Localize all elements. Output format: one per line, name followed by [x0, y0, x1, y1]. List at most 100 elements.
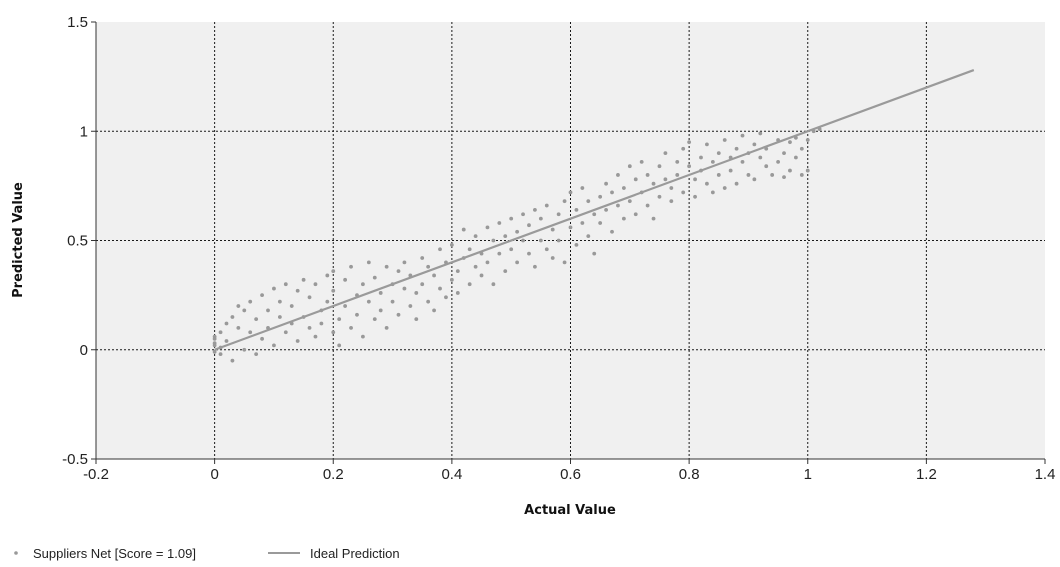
ideal-prediction-line — [214, 69, 975, 351]
x-tick-label: 0.8 — [679, 466, 700, 483]
scatter-point — [722, 138, 727, 142]
scatter-point — [491, 282, 496, 287]
x-tick-label: 1.2 — [916, 466, 937, 483]
scatter-point — [562, 260, 567, 265]
scatter-point — [669, 199, 674, 204]
scatter-point — [378, 308, 383, 313]
scatter-point — [414, 317, 419, 322]
scatter-point — [616, 203, 620, 208]
y-tick-label: 1 — [80, 123, 88, 140]
scatter-point — [746, 173, 751, 177]
scatter-point — [598, 221, 603, 225]
scatter-point — [556, 212, 561, 217]
scatter-point — [260, 293, 264, 298]
scatter-point — [562, 199, 567, 204]
scatter-point — [248, 330, 253, 335]
scatter-point — [752, 177, 757, 182]
scatter-point — [705, 181, 709, 186]
scatter-point — [313, 282, 318, 287]
scatter-point — [675, 159, 680, 164]
scatter-point — [734, 181, 739, 186]
scatter-point — [776, 159, 780, 164]
y-axis-title: Predicted Value — [11, 182, 26, 298]
scatter-point — [799, 173, 804, 177]
x-tick-label: -0.2 — [83, 466, 109, 483]
legend-label-scatter: Suppliers Net [Score = 1.09] — [33, 546, 196, 561]
scatter-point — [788, 140, 792, 145]
y-tick-label: 0.5 — [67, 233, 88, 250]
scatter-point — [361, 334, 365, 339]
scatter-point — [242, 347, 247, 352]
scatter-point — [366, 299, 371, 304]
scatter-point — [331, 269, 336, 273]
scatter-point — [473, 234, 478, 239]
scatter-point — [699, 155, 703, 160]
scatter-point — [657, 194, 662, 199]
scatter-point — [372, 317, 377, 322]
scatter-point — [521, 238, 525, 243]
scatter-point — [277, 299, 282, 304]
legend-label-line: Ideal Prediction — [310, 546, 400, 561]
scatter-point — [260, 336, 264, 341]
scatter-point — [325, 299, 330, 304]
scatter-point — [681, 190, 686, 195]
scatter-point — [764, 164, 769, 169]
scatter-point — [295, 288, 300, 293]
scatter-point — [337, 317, 342, 322]
scatter-point — [533, 264, 537, 269]
scatter-point — [675, 173, 680, 177]
scatter-point — [580, 186, 585, 190]
scatter-point — [224, 339, 229, 343]
scatter-point — [254, 352, 259, 357]
scatter-point — [479, 273, 484, 278]
scatter-point — [295, 339, 300, 343]
scatter-point — [438, 286, 442, 291]
scatter-point — [485, 260, 490, 265]
scatter-point — [230, 358, 235, 363]
scatter-point — [396, 269, 401, 273]
x-tick-label: 0 — [210, 466, 218, 483]
scatter-point — [361, 282, 365, 287]
scatter-point — [420, 256, 425, 260]
scatter-point — [687, 164, 692, 169]
scatter-point — [663, 177, 668, 182]
x-tick-label: 1 — [804, 466, 812, 483]
scatter-point — [752, 142, 757, 147]
y-tick-label: 0 — [80, 342, 88, 359]
scatter-point — [527, 251, 531, 256]
y-tick-label: -0.5 — [62, 451, 88, 468]
scatter-point — [610, 190, 614, 195]
scatter-point — [331, 330, 336, 335]
scatter-point — [307, 295, 312, 300]
scatter-point — [651, 216, 656, 221]
scatter-point — [349, 264, 353, 269]
scatter-point — [716, 173, 721, 177]
scatter-point — [372, 275, 377, 280]
scatter-point — [402, 260, 407, 265]
scatter-point — [461, 227, 466, 232]
scatter-points — [212, 127, 822, 363]
scatter-point — [467, 247, 472, 252]
scatter-point — [533, 208, 537, 212]
scatter-point — [402, 286, 407, 291]
x-axis-title: Actual Value — [524, 503, 616, 518]
scatter-point — [705, 142, 709, 147]
scatter-point — [236, 304, 241, 308]
x-tick-label: 0.6 — [560, 466, 581, 483]
scatter-point — [710, 190, 715, 195]
scatter-point — [604, 208, 608, 212]
scatter-point — [491, 238, 496, 243]
scatter-point — [592, 212, 597, 217]
scatter-point — [728, 168, 733, 173]
scatter-point — [782, 151, 786, 156]
scatter-point — [444, 295, 448, 300]
scatter-point — [805, 168, 810, 173]
scatter-point — [592, 251, 597, 256]
scatter-point — [722, 186, 727, 190]
scatter-point — [272, 286, 276, 291]
scatter-point — [218, 352, 223, 357]
scatter-point — [455, 291, 460, 295]
scatter-point — [366, 260, 371, 265]
scatter-point — [758, 155, 763, 160]
scatter-point — [301, 277, 306, 282]
